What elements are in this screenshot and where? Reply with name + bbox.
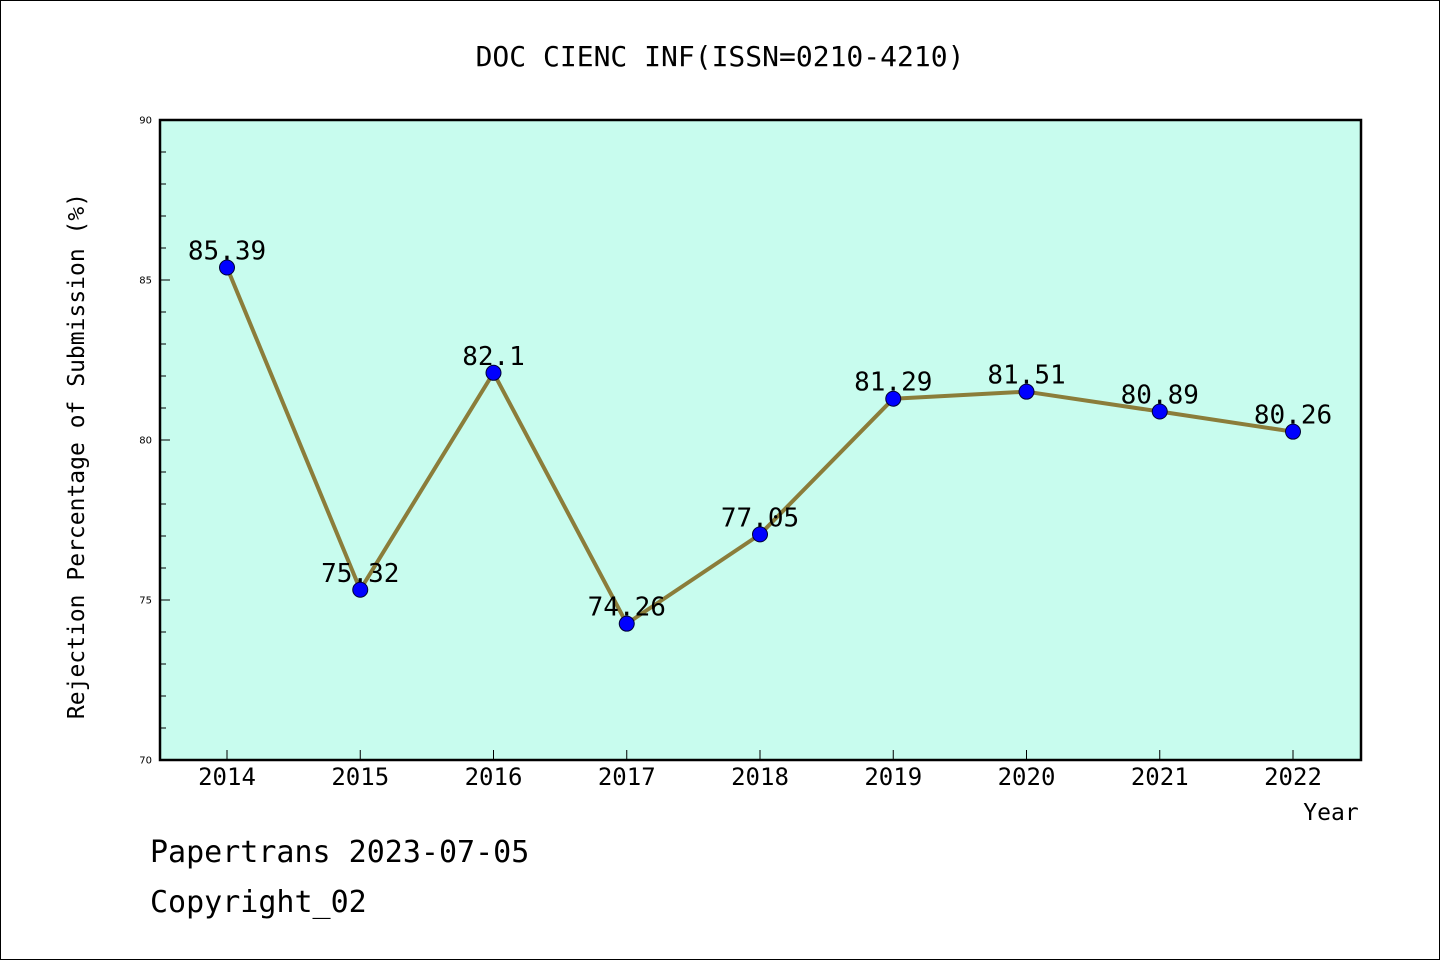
data-label: 80.26 <box>1254 401 1332 431</box>
data-point <box>1285 423 1301 440</box>
data-label: 74.26 <box>588 593 666 623</box>
x-tick-label: 2022 <box>1264 763 1322 791</box>
data-label: 80.89 <box>1121 381 1199 411</box>
footer-copyright: Copyright_02 <box>150 885 367 920</box>
data-point <box>752 526 768 543</box>
x-axis-ticks: 2014 2015 2016 2017 2018 2019 2020 2021 2022 <box>198 750 1322 791</box>
data-point <box>1151 403 1168 420</box>
data-label: 85.39 <box>188 237 266 267</box>
x-tick-label: 2020 <box>998 763 1056 791</box>
data-label: 75.32 <box>321 559 399 589</box>
data-point <box>1018 383 1035 400</box>
y-tick-label: 75 <box>139 596 152 607</box>
y-tick-label: 70 <box>139 756 152 767</box>
footer-credit: Papertrans 2023-07-05 <box>150 835 530 870</box>
data-point <box>485 364 502 381</box>
data-point <box>618 615 635 632</box>
data-point <box>219 259 235 276</box>
x-tick-label: 2018 <box>731 763 789 791</box>
data-label: 81.29 <box>854 368 932 398</box>
x-tick-label: 2017 <box>598 763 656 791</box>
data-label: 82.1 <box>462 342 525 372</box>
x-tick-label: 2015 <box>331 763 389 791</box>
y-tick-label: 85 <box>139 276 152 287</box>
data-label: 81.51 <box>987 361 1065 391</box>
data-point <box>885 390 902 407</box>
y-tick-label: 90 <box>139 116 152 127</box>
chart-title: DOC CIENC INF(ISSN=0210-4210) <box>476 40 965 73</box>
x-tick-label: 2019 <box>864 763 922 791</box>
x-tick-label: 2016 <box>465 763 523 791</box>
y-tick-label: 80 <box>139 436 152 447</box>
x-axis-label: Year <box>1303 800 1358 826</box>
data-label: 77.05 <box>721 503 799 533</box>
plot-area <box>160 120 1361 760</box>
data-point <box>352 581 369 598</box>
series-group: 85.39 75.32 82.1 74.26 77.05 81.29 81.51 80.89 8… <box>188 237 1332 632</box>
x-tick-label: 2021 <box>1131 763 1189 791</box>
plot-border <box>158 118 1363 762</box>
x-tick-label: 2014 <box>198 763 256 791</box>
y-axis-label: Rejection Percentage of Submission (%) <box>64 193 90 719</box>
